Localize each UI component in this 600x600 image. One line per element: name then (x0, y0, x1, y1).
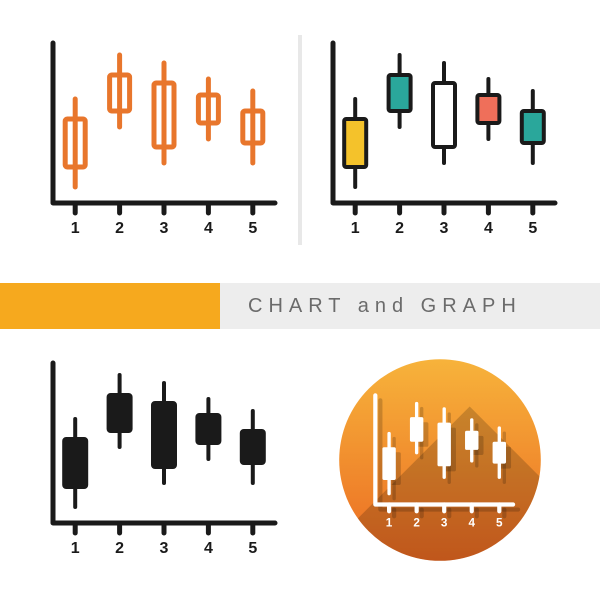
svg-text:2: 2 (115, 540, 124, 557)
title-banner: CHART and GRAPH (0, 283, 600, 329)
svg-text:5: 5 (528, 220, 537, 237)
candlestick-solid-variant: 1 2 3 4 5 (35, 355, 285, 565)
svg-text:5: 5 (248, 540, 257, 557)
svg-text:3: 3 (160, 540, 169, 557)
svg-text:5: 5 (248, 220, 257, 237)
svg-text:3: 3 (160, 220, 169, 237)
svg-text:3: 3 (441, 516, 448, 529)
svg-text:4: 4 (204, 220, 213, 237)
candlestick-flat-circle-variant: 1 2 3 4 5 (315, 355, 565, 565)
banner-text: CHART and GRAPH (220, 283, 600, 329)
candlestick-colored-variant: 1 2 3 4 5 (315, 35, 565, 245)
svg-text:5: 5 (496, 516, 503, 529)
svg-text:2: 2 (413, 516, 420, 529)
icon-grid: 1 2 3 4 5 1 2 3 4 5 CHART and GRAPH 1 2 3 4 5 1 2 3 4 5 (0, 0, 600, 600)
candlestick-solid-svg: 1 2 3 4 5 (35, 355, 285, 565)
svg-text:4: 4 (484, 220, 493, 237)
svg-text:4: 4 (468, 516, 475, 529)
svg-text:1: 1 (71, 220, 80, 237)
vertical-divider (298, 35, 302, 245)
banner-accent (0, 283, 220, 329)
svg-text:1: 1 (386, 516, 393, 529)
candlestick-outline-variant: 1 2 3 4 5 (35, 35, 285, 245)
candlestick-colored-svg: 1 2 3 4 5 (315, 35, 565, 245)
svg-text:3: 3 (440, 220, 449, 237)
svg-text:4: 4 (204, 540, 213, 557)
candlestick-outline-svg: 1 2 3 4 5 (35, 35, 285, 245)
svg-text:2: 2 (115, 220, 124, 237)
svg-text:2: 2 (395, 220, 404, 237)
svg-text:1: 1 (351, 220, 360, 237)
svg-text:1: 1 (71, 540, 80, 557)
candlestick-flat-circle-svg: 1 2 3 4 5 (315, 355, 565, 565)
